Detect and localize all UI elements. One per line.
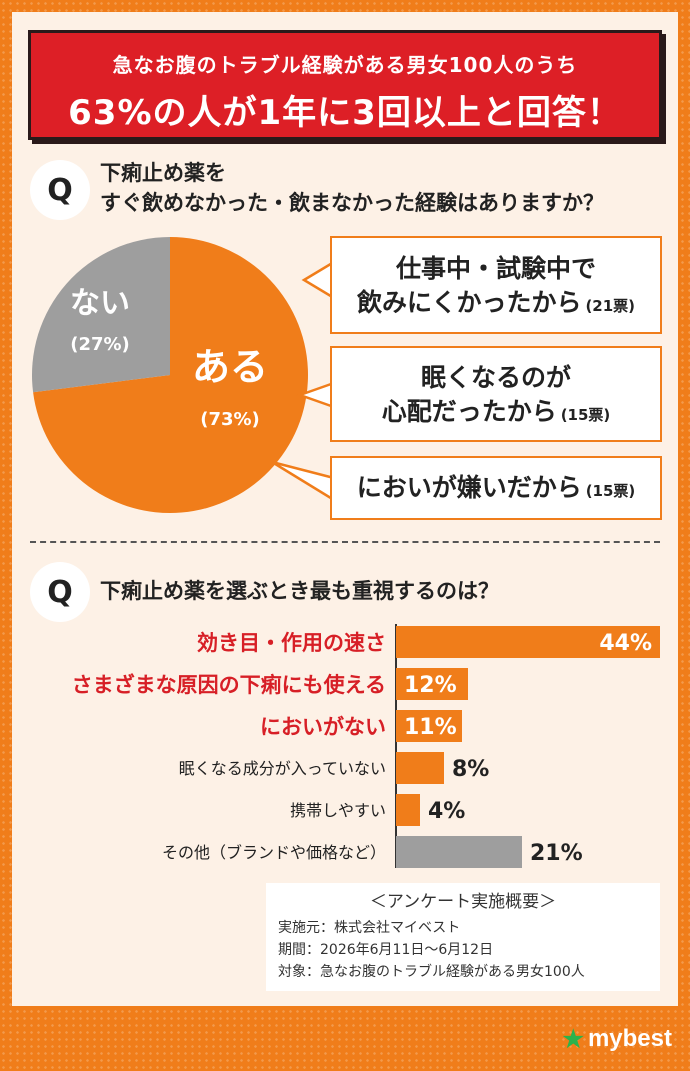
mybest-logo: ★ mybest bbox=[562, 1024, 672, 1054]
bar-2 bbox=[396, 710, 462, 742]
bar-value-label-1: 12% bbox=[404, 673, 457, 698]
bar-0 bbox=[396, 626, 660, 658]
bar-category-label-2: においがない bbox=[260, 715, 386, 739]
callout-reason-2: 眠くなるのが 心配だったから (15票) bbox=[330, 346, 662, 442]
bar-1 bbox=[396, 668, 468, 700]
callout-1-line-1: 仕事中・試験中で bbox=[395, 254, 596, 283]
star-icon: ★ bbox=[562, 1025, 584, 1053]
callout-reason-1: 仕事中・試験中で 飲みにくかったから (21票) bbox=[330, 236, 662, 334]
q1-line-1: 下痢止め薬を bbox=[100, 161, 226, 185]
callout-2-votes: (15票) bbox=[560, 406, 611, 424]
callout-reason-3: においが嫌いだから (15票) bbox=[330, 456, 662, 520]
pie-slice-no bbox=[31, 237, 170, 393]
bar-value-label-2: 11% bbox=[404, 715, 457, 740]
bar-3 bbox=[396, 752, 444, 784]
headline-banner: 急なお腹のトラブル経験がある男女100人のうち 63%の人が1年に3回以上と回答… bbox=[28, 30, 662, 140]
q1-badge: Q bbox=[30, 160, 90, 220]
bar-category-label-1: さまざまな原因の下痢にも使える bbox=[72, 673, 386, 697]
bar-value-label-4: 4% bbox=[428, 799, 465, 824]
callout-1-line-2: 飲みにくかったから bbox=[356, 288, 582, 317]
bar-chart: 効き目・作用の速さ 44% さまざまな原因の下痢にも使える 12% においがない 11% 眠… bbox=[72, 624, 660, 868]
bar-4 bbox=[396, 794, 420, 826]
q2-question: 下痢止め薬を選ぶとき最も重視するのは？ bbox=[100, 579, 499, 603]
bar-category-label-3: 眠くなる成分が入っていない bbox=[179, 759, 386, 778]
q2-badge: Q bbox=[30, 562, 90, 622]
pie-pct-yes: (73%) bbox=[200, 409, 260, 430]
headline-line-2: 63%の人が1年に3回以上と回答！ bbox=[68, 93, 622, 133]
section-divider bbox=[30, 541, 660, 543]
pie-label-yes: ある bbox=[192, 345, 268, 389]
pie-slice-yes bbox=[33, 237, 309, 513]
callout-2-line-2: 心配だったから bbox=[381, 397, 557, 426]
logo-text: mybest bbox=[587, 1025, 672, 1052]
bar-category-label-0: 効き目・作用の速さ bbox=[197, 631, 386, 655]
pie-pct-no: (27%) bbox=[70, 334, 130, 355]
survey-title: ＜アンケート実施概要＞ bbox=[369, 892, 557, 912]
bar-value-label-0: 44% bbox=[599, 631, 652, 656]
pie-label-no: ない bbox=[70, 286, 130, 321]
survey-target: 対象：急なお腹のトラブル経験がある男女100人 bbox=[278, 964, 585, 980]
callout-3-votes: (15票) bbox=[585, 482, 636, 500]
bar-5 bbox=[396, 836, 522, 868]
headline-line-1: 急なお腹のトラブル経験がある男女100人のうち bbox=[112, 53, 578, 77]
q1-question: 下痢止め薬を すぐ飲めなかった・飲まなかった経験はありますか？ bbox=[100, 158, 604, 218]
callout-2-line-1: 眠くなるのが bbox=[420, 363, 571, 392]
bar-category-label-5: その他（ブランドや価格など） bbox=[162, 843, 386, 862]
survey-overview: ＜アンケート実施概要＞ 実施元：株式会社マイベスト 期間：2026年6月11日〜… bbox=[266, 883, 660, 991]
survey-period: 期間：2026年6月11日〜6月12日 bbox=[278, 942, 494, 958]
q1-line-2: すぐ飲めなかった・飲まなかった経験はありますか？ bbox=[100, 191, 604, 215]
bar-value-label-3: 8% bbox=[452, 757, 489, 782]
survey-source: 実施元：株式会社マイベスト bbox=[278, 920, 461, 936]
pie-chart: ある (73%) ない (27%) bbox=[31, 237, 309, 513]
bar-category-label-4: 携帯しやすい bbox=[290, 801, 386, 820]
bar-value-label-5: 21% bbox=[530, 841, 583, 866]
callout-3-line-1: においが嫌いだから bbox=[356, 473, 582, 502]
callout-1-votes: (21票) bbox=[585, 297, 636, 315]
